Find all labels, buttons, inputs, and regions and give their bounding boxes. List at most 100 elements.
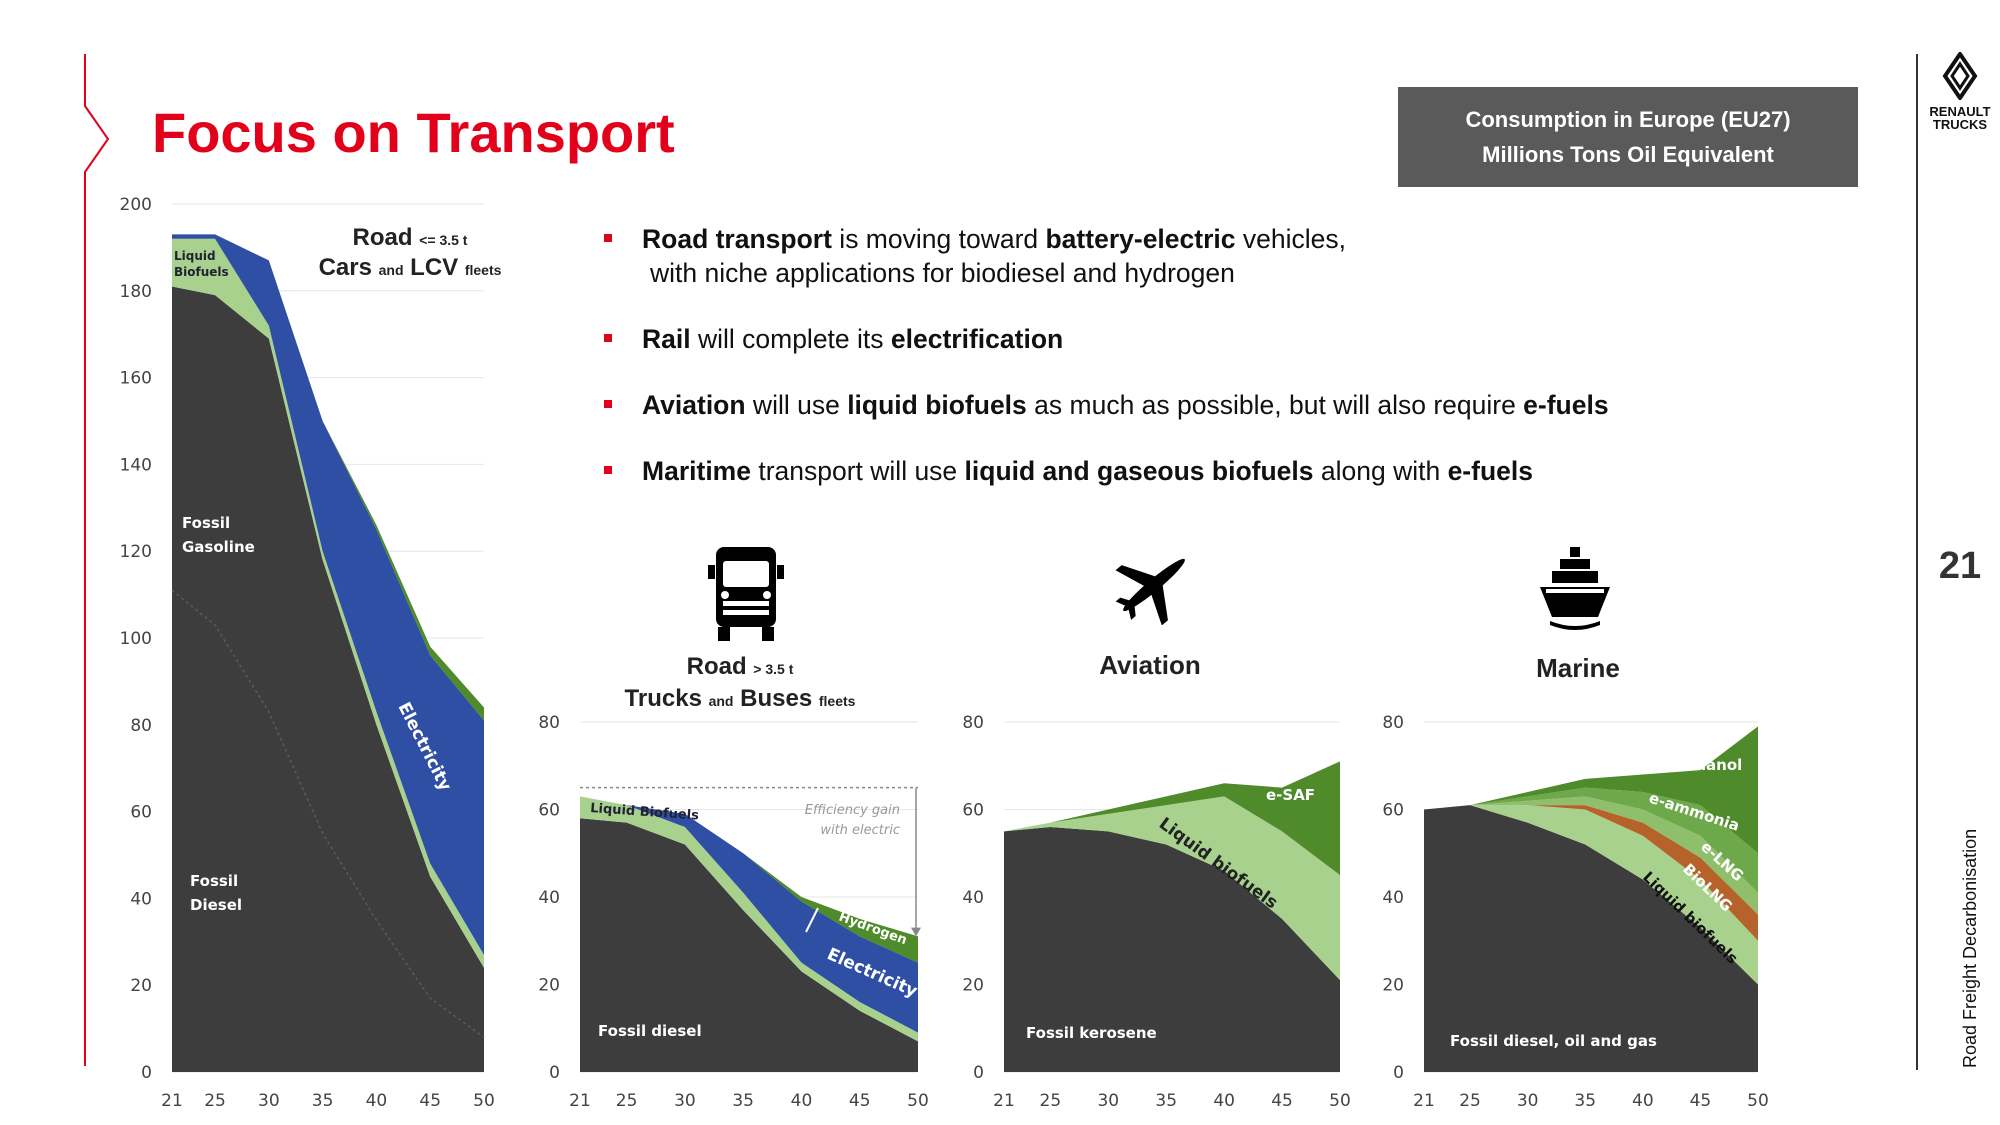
label-fossil-kerosene: Fossil kerosene bbox=[1026, 1024, 1157, 1042]
bullet-text: Maritime transport will use liquid and g… bbox=[642, 456, 1533, 486]
y-tick-label: 20 bbox=[1382, 976, 1404, 996]
aviation-chart-heading: Aviation bbox=[1099, 650, 1201, 680]
y-tick-label: 200 bbox=[120, 195, 152, 215]
area-fossil bbox=[172, 286, 484, 1073]
trucks-chart-heading: Road > 3.5 t Trucks and Buses fleets bbox=[624, 653, 856, 712]
y-tick-label: 40 bbox=[962, 888, 984, 908]
y-tick-label: 0 bbox=[141, 1063, 152, 1083]
label-fossil-gasoline: Fossil Gasoline bbox=[182, 514, 255, 556]
area-electricity bbox=[172, 234, 484, 955]
bullet-marker bbox=[604, 400, 612, 408]
x-tick-label: 45 bbox=[1690, 1091, 1712, 1111]
area-e-saf bbox=[1004, 761, 1340, 876]
efficiency-arrow-head bbox=[911, 927, 921, 937]
y-tick-label: 20 bbox=[538, 976, 560, 996]
brand-logo: RENAULT TRUCKS bbox=[1920, 50, 2000, 132]
y-tick-label: 180 bbox=[120, 282, 152, 302]
x-tick-label: 40 bbox=[791, 1091, 813, 1111]
y-tick-label: 0 bbox=[973, 1063, 984, 1083]
x-tick-label: 30 bbox=[258, 1091, 280, 1111]
x-tick-label: 21 bbox=[993, 1091, 1015, 1111]
double-arrow-icon bbox=[805, 907, 819, 933]
x-tick-label: 25 bbox=[1459, 1091, 1481, 1111]
slide-right-rule bbox=[1916, 54, 1918, 1070]
bullet-text: Road transport is moving toward battery-… bbox=[642, 224, 1346, 254]
bullet-text: Rail will complete its electrification bbox=[642, 324, 1064, 354]
x-tick-label: 35 bbox=[1574, 1091, 1596, 1111]
logo-text-line2: TRUCKS bbox=[1932, 117, 1988, 132]
ship-icon bbox=[1540, 547, 1610, 630]
y-tick-label: 120 bbox=[120, 542, 152, 562]
gasoline-diesel-boundary bbox=[171, 589, 485, 1038]
x-tick-label: 50 bbox=[1329, 1091, 1351, 1111]
y-tick-label: 20 bbox=[962, 976, 984, 996]
info-box-line1: Consumption in Europe (EU27) bbox=[1465, 107, 1791, 132]
label-e-saf: e-SAF bbox=[1266, 786, 1315, 804]
x-tick-label: 21 bbox=[1413, 1091, 1435, 1111]
x-tick-label: 21 bbox=[569, 1091, 591, 1111]
bullet-text: Aviation will use liquid biofuels as muc… bbox=[642, 390, 1609, 420]
y-tick-label: 60 bbox=[1382, 801, 1404, 821]
y-tick-label: 100 bbox=[120, 629, 152, 649]
bullet-rail: Rail will complete its electrification bbox=[604, 322, 1754, 356]
area-fossil-kerosene bbox=[1004, 827, 1340, 1072]
x-tick-label: 30 bbox=[674, 1091, 696, 1111]
x-tick-label: 25 bbox=[616, 1091, 638, 1111]
renault-diamond-icon bbox=[1942, 50, 1978, 102]
page-number: 21 bbox=[1938, 545, 1982, 587]
x-tick-label: 40 bbox=[366, 1091, 388, 1111]
x-tick-label: 45 bbox=[849, 1091, 871, 1111]
page-title: Focus on Transport bbox=[152, 101, 675, 164]
bullet-aviation: Aviation will use liquid biofuels as muc… bbox=[604, 388, 1754, 422]
area-e-methanol bbox=[1424, 726, 1758, 854]
y-tick-label: 40 bbox=[1382, 888, 1404, 908]
x-tick-label: 40 bbox=[1632, 1091, 1654, 1111]
y-tick-label: 60 bbox=[962, 801, 984, 821]
slide-left-rule bbox=[84, 54, 110, 1066]
area-liquid-biofuels bbox=[1424, 805, 1758, 985]
x-tick-label: 50 bbox=[473, 1091, 495, 1111]
y-tick-label: 160 bbox=[120, 369, 152, 389]
chart-marine: 0 20 40 60 80 21 25 30 35 40 45 50 Fossil diesel, oi… bbox=[1382, 713, 1768, 1111]
bullet-maritime: Maritime transport will use liquid and g… bbox=[604, 454, 1754, 488]
area-e-ammonia bbox=[1424, 787, 1758, 893]
y-tick-label: 80 bbox=[1382, 713, 1404, 733]
y-tick-label: 40 bbox=[130, 889, 152, 909]
area-fossil-diesel-oil-and-gas bbox=[1424, 805, 1758, 1072]
y-tick-label: 20 bbox=[130, 976, 152, 996]
label-fossil-diesel-oil-gas: Fossil diesel, oil and gas bbox=[1450, 1032, 1657, 1050]
truck-icon bbox=[708, 547, 784, 641]
y-tick-label: 80 bbox=[538, 713, 560, 733]
y-tick-label: 80 bbox=[130, 716, 152, 736]
bullet-road-second-line: with niche applications for biodiesel an… bbox=[650, 258, 1235, 288]
label-liquid-biofuels: Liquid Biofuels bbox=[174, 249, 229, 279]
y-tick-label: 140 bbox=[120, 455, 152, 475]
logo-text-line1: RENAULT bbox=[1929, 104, 1991, 119]
area-fossil-diesel bbox=[580, 818, 918, 1072]
bullet-marker bbox=[604, 234, 612, 242]
x-tick-label: 35 bbox=[1155, 1091, 1177, 1111]
x-tick-label: 40 bbox=[1213, 1091, 1235, 1111]
label-fossil-diesel: Fossil diesel bbox=[598, 1022, 702, 1040]
chart-trucks: 0 20 40 60 80 21 25 30 35 40 45 50 Efficiency gain wi… bbox=[538, 713, 928, 1111]
label-efficiency-gain: Efficiency gain with electric bbox=[805, 803, 900, 838]
area-e-lng bbox=[1424, 796, 1758, 915]
info-box-line2: Millions Tons Oil Equivalent bbox=[1482, 142, 1774, 167]
y-tick-label: 0 bbox=[1393, 1063, 1404, 1083]
area-hydrogen bbox=[580, 796, 918, 963]
x-tick-label: 25 bbox=[1040, 1091, 1062, 1111]
y-tick-label: 80 bbox=[962, 713, 984, 733]
x-tick-label: 35 bbox=[732, 1091, 754, 1111]
double-arrow-shaft bbox=[805, 907, 819, 933]
bullet-road: Road transport is moving toward battery-… bbox=[604, 222, 1754, 290]
x-tick-label: 25 bbox=[204, 1091, 226, 1111]
x-tick-label: 50 bbox=[907, 1091, 929, 1111]
x-tick-label: 35 bbox=[312, 1091, 334, 1111]
x-tick-label: 30 bbox=[1517, 1091, 1539, 1111]
x-tick-label: 50 bbox=[1747, 1091, 1769, 1111]
airplane-icon bbox=[1115, 558, 1185, 625]
y-tick-label: 60 bbox=[538, 801, 560, 821]
label-fossil-diesel: Fossil Diesel bbox=[190, 872, 242, 914]
